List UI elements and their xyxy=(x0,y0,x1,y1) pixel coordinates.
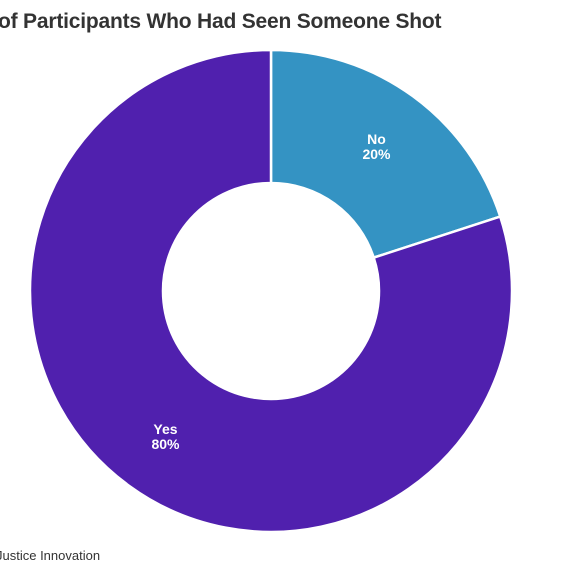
slice-no xyxy=(269,48,502,259)
slice-label-no: No xyxy=(367,131,386,147)
source-note: Justice Innovation xyxy=(0,548,101,563)
chart-title: of Participants Who Had Seen Someone Sho… xyxy=(0,10,442,33)
slice-value-no: 20% xyxy=(362,146,391,162)
slice-value-yes: 80% xyxy=(151,436,180,452)
slice-label-yes: Yes xyxy=(153,421,177,437)
slice-yes xyxy=(28,48,514,534)
